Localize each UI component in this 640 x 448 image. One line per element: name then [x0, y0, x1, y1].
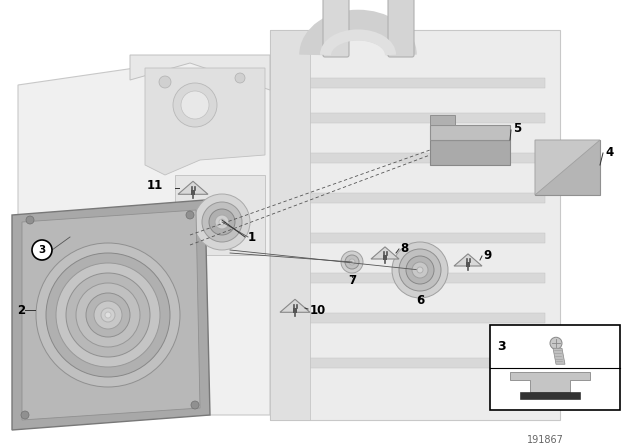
Bar: [275, 153, 545, 163]
Polygon shape: [22, 210, 200, 420]
Bar: [191, 190, 195, 195]
Polygon shape: [12, 200, 210, 430]
Text: 191867: 191867: [527, 435, 563, 445]
Circle shape: [550, 337, 562, 349]
FancyBboxPatch shape: [323, 0, 349, 57]
Polygon shape: [280, 299, 310, 312]
Circle shape: [181, 91, 209, 119]
Polygon shape: [510, 372, 590, 392]
Text: 3: 3: [38, 245, 45, 255]
Text: 2: 2: [17, 303, 25, 316]
Circle shape: [159, 76, 171, 88]
Text: 1: 1: [248, 231, 256, 244]
Text: 11: 11: [147, 178, 163, 191]
Circle shape: [36, 243, 180, 387]
Text: 6: 6: [416, 293, 424, 306]
Circle shape: [412, 262, 428, 278]
Bar: [383, 255, 387, 260]
Circle shape: [191, 401, 199, 409]
Circle shape: [341, 251, 363, 273]
Bar: [466, 262, 470, 267]
Bar: [275, 313, 545, 323]
Polygon shape: [18, 60, 270, 415]
Circle shape: [56, 263, 160, 367]
Circle shape: [173, 83, 217, 127]
Bar: [490, 325, 620, 410]
Polygon shape: [270, 30, 560, 420]
Polygon shape: [145, 68, 265, 175]
Polygon shape: [454, 254, 482, 266]
Circle shape: [202, 202, 242, 242]
Bar: [275, 273, 545, 283]
Text: 10: 10: [310, 303, 326, 316]
Bar: [275, 113, 545, 123]
Polygon shape: [270, 30, 310, 420]
Bar: [275, 358, 545, 368]
Polygon shape: [371, 247, 399, 259]
Circle shape: [94, 301, 122, 329]
Circle shape: [235, 73, 245, 83]
Circle shape: [349, 259, 355, 265]
Polygon shape: [535, 140, 600, 195]
Circle shape: [406, 256, 434, 284]
Polygon shape: [430, 125, 510, 140]
Circle shape: [219, 219, 225, 225]
Polygon shape: [430, 140, 510, 165]
Polygon shape: [130, 55, 270, 90]
Circle shape: [417, 267, 423, 273]
Text: 5: 5: [513, 121, 521, 134]
Circle shape: [345, 255, 359, 269]
Circle shape: [105, 312, 111, 318]
Text: 9: 9: [483, 249, 492, 262]
Circle shape: [46, 253, 170, 377]
Circle shape: [86, 293, 130, 337]
Circle shape: [186, 211, 194, 219]
Polygon shape: [430, 115, 455, 125]
Polygon shape: [178, 181, 208, 194]
Polygon shape: [520, 392, 580, 399]
Bar: [275, 233, 545, 243]
Text: 8: 8: [400, 241, 408, 254]
Circle shape: [76, 283, 140, 347]
Polygon shape: [175, 175, 265, 255]
Bar: [275, 193, 545, 203]
Circle shape: [215, 215, 229, 229]
Circle shape: [32, 240, 52, 260]
Circle shape: [21, 411, 29, 419]
Circle shape: [194, 194, 250, 250]
Circle shape: [26, 216, 34, 224]
Text: 4: 4: [605, 146, 613, 159]
Bar: [293, 308, 297, 313]
Text: 7: 7: [348, 273, 356, 287]
FancyBboxPatch shape: [388, 0, 414, 57]
Text: 3: 3: [497, 340, 506, 353]
Circle shape: [392, 242, 448, 298]
Circle shape: [399, 249, 441, 291]
Polygon shape: [553, 348, 565, 364]
Polygon shape: [535, 140, 600, 195]
Circle shape: [101, 308, 115, 322]
Circle shape: [66, 273, 150, 357]
Circle shape: [209, 209, 235, 235]
Bar: [275, 78, 545, 88]
